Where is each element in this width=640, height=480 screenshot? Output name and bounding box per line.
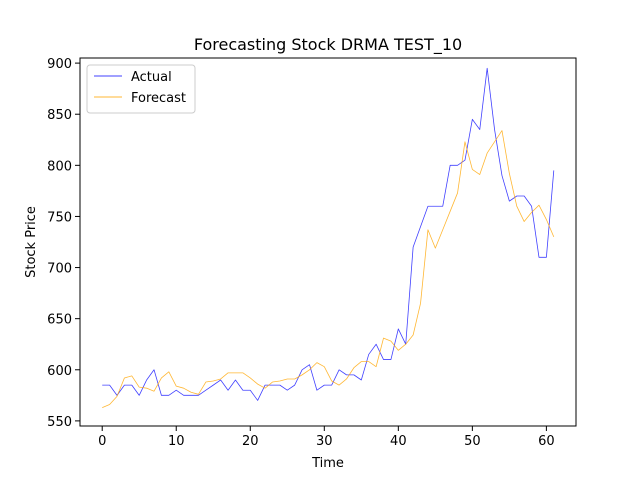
y-tick-label: 850 bbox=[47, 108, 72, 123]
x-tick-label: 10 bbox=[168, 434, 185, 449]
x-tick-label: 0 bbox=[98, 434, 106, 449]
y-tick-label: 800 bbox=[47, 159, 72, 174]
series-line-forecast bbox=[102, 130, 555, 408]
y-tick-label: 700 bbox=[47, 262, 72, 277]
x-tick-label: 20 bbox=[242, 434, 259, 449]
legend-label-actual: Actual bbox=[131, 70, 172, 85]
legend: Actual Forecast bbox=[86, 64, 196, 114]
y-axis-ticks: 550 600 650 700 750 800 850 900 bbox=[47, 57, 80, 430]
legend-box bbox=[86, 64, 196, 114]
x-tick-label: 30 bbox=[316, 434, 333, 449]
x-tick-label: 50 bbox=[464, 434, 481, 449]
plot-frame bbox=[79, 57, 577, 427]
x-axis-label: Time bbox=[311, 456, 344, 471]
series-line-actual bbox=[102, 67, 555, 401]
y-tick-label: 550 bbox=[47, 415, 72, 430]
x-tick-label: 40 bbox=[390, 434, 407, 449]
y-tick-label: 600 bbox=[47, 364, 72, 379]
y-tick-label: 750 bbox=[47, 210, 72, 225]
x-tick-label: 60 bbox=[538, 434, 555, 449]
chart-title: Forecasting Stock DRMA TEST_10 bbox=[194, 35, 462, 55]
y-tick-label: 650 bbox=[47, 313, 72, 328]
legend-label-forecast: Forecast bbox=[131, 91, 186, 106]
x-axis-ticks: 0 10 20 30 40 50 60 bbox=[98, 426, 555, 449]
series-layer bbox=[102, 67, 555, 408]
y-axis-label: Stock Price bbox=[24, 206, 39, 278]
y-tick-label: 900 bbox=[47, 57, 72, 72]
